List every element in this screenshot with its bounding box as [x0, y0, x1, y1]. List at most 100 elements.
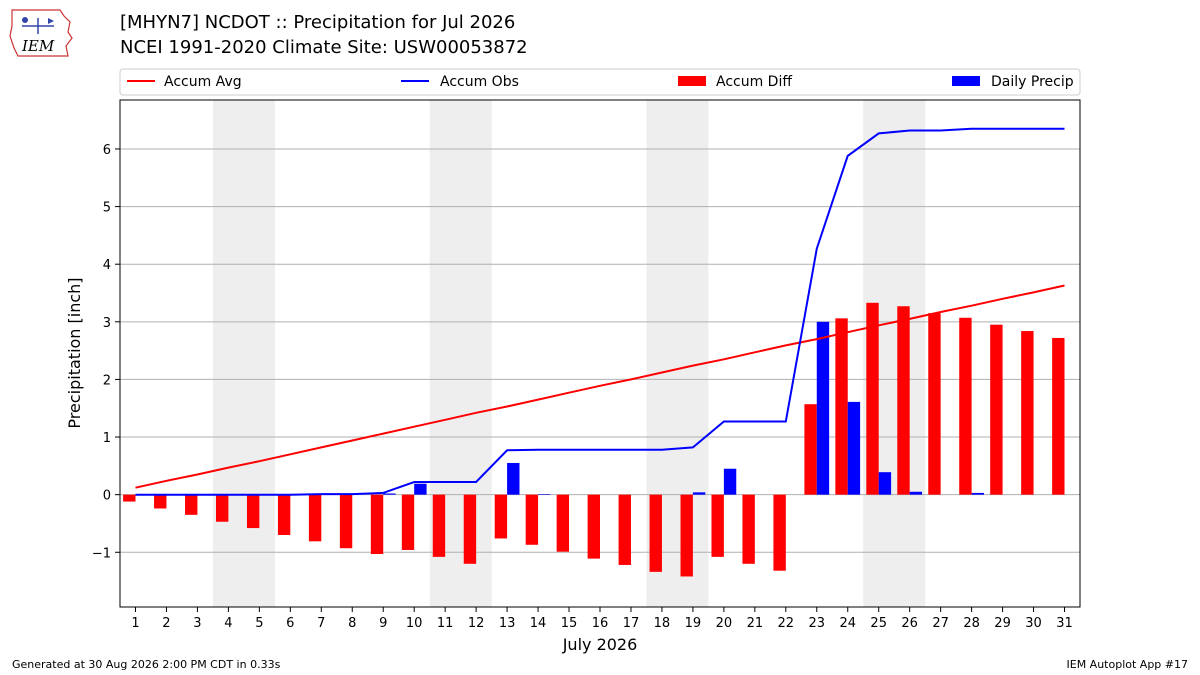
x-tick-label: 9: [379, 616, 387, 631]
legend-label-accum-diff: Accum Diff: [716, 74, 792, 90]
accum-diff-bar: [990, 324, 1003, 495]
accum-diff-bar: [277, 494, 291, 535]
accum-diff-bar: [185, 494, 198, 515]
x-tick-label: 27: [932, 616, 949, 631]
accum-diff-bar: [649, 494, 662, 572]
logo-text: IEM: [21, 37, 55, 55]
x-tick-label: 7: [317, 616, 325, 631]
daily-precip-bar: [414, 483, 427, 495]
daily-precip-bar: [723, 468, 737, 495]
y-tick-label: −1: [92, 546, 111, 561]
accum-diff-bar: [432, 494, 446, 557]
daily-precip-bar: [692, 492, 706, 495]
y-tick-label: 3: [103, 316, 111, 331]
accum-diff-bar: [154, 494, 167, 509]
accum-diff-bar: [959, 317, 972, 495]
accum-diff-bar: [463, 494, 477, 564]
x-tick-label: 2: [162, 616, 170, 631]
x-tick-label: 28: [963, 616, 980, 631]
accum-diff-bar: [897, 306, 910, 495]
x-tick-label: 3: [193, 616, 201, 631]
daily-precip-bar: [971, 492, 984, 495]
x-tick-label: 12: [468, 616, 485, 631]
iem-logo: IEM: [8, 6, 74, 60]
accum-diff-bar: [804, 404, 817, 495]
accum-diff-bar: [1021, 331, 1034, 495]
legend-label-daily-precip: Daily Precip: [991, 74, 1074, 90]
chart-subtitle: NCEI 1991-2020 Climate Site: USW00053872: [120, 37, 528, 58]
accum-diff-bar: [216, 494, 229, 522]
x-tick-label: 31: [1056, 616, 1073, 631]
accum-obs-line: [135, 127, 1065, 496]
accum-diff-bar: [123, 494, 136, 502]
accum-diff-bar: [556, 494, 570, 552]
x-tick-label: 16: [592, 616, 609, 631]
accum-diff-bar: [587, 494, 600, 559]
accum-diff-bar: [742, 494, 755, 564]
accum-diff-bar: [866, 302, 879, 495]
y-tick-label: 5: [103, 201, 111, 216]
legend-label-accum-avg: Accum Avg: [164, 74, 242, 90]
accum-diff-bar: [339, 494, 353, 549]
x-tick-label: 17: [623, 616, 640, 631]
legend: Accum Avg Accum Obs Accum Diff Daily Pre…: [119, 68, 1081, 96]
x-tick-label: 4: [224, 616, 232, 631]
x-tick-label: 6: [286, 616, 294, 631]
accum-diff-bars: [123, 302, 1065, 577]
daily-precip-bar: [847, 401, 861, 495]
x-tick-label: 1: [131, 616, 139, 631]
accum-lines: [135, 127, 1065, 496]
x-tick-label: 26: [901, 616, 918, 631]
daily-precip-bar: [878, 472, 892, 495]
x-tick-label: 10: [406, 616, 423, 631]
accum-diff-bar: [525, 494, 539, 545]
x-tick-label: 29: [994, 616, 1011, 631]
x-axis-label: July 2026: [562, 635, 638, 654]
accum-avg-line: [135, 284, 1065, 489]
x-tick-label: 30: [1025, 616, 1042, 631]
x-tick-label: 23: [809, 616, 826, 631]
y-axis: −1 0 1 2 3 4 5 6: [92, 143, 120, 561]
x-tick-label: 20: [716, 616, 733, 631]
accum-diff-bar: [494, 494, 508, 539]
accum-diff-bar: [246, 494, 260, 529]
legend-swatch-daily-precip: [952, 76, 980, 86]
daily-precip-bar: [909, 491, 923, 495]
accum-diff-bar: [928, 313, 941, 495]
daily-precip-bar: [383, 493, 396, 495]
x-tick-label: 18: [654, 616, 671, 631]
x-tick-label: 5: [255, 616, 263, 631]
y-tick-label: 2: [103, 373, 111, 388]
x-tick-label: 24: [839, 616, 856, 631]
x-tick-label: 19: [685, 616, 702, 631]
x-tick-label: 14: [530, 616, 547, 631]
weekend-band-1: [212, 100, 275, 607]
legend-label-accum-obs: Accum Obs: [440, 74, 519, 90]
y-tick-label: 0: [103, 489, 111, 504]
x-tick-label: 13: [499, 616, 516, 631]
legend-box: [119, 68, 1081, 96]
accum-diff-bar: [773, 494, 786, 571]
x-tick-label: 15: [561, 616, 578, 631]
accum-diff-bar: [401, 494, 415, 550]
x-axis: 1 2 3 4 5 6 7 8 9 10 11 12 13 14 15 16 17 18 19 20 21 22 23 24 2…: [131, 607, 1073, 631]
accum-diff-bar: [1052, 337, 1065, 495]
daily-precip-bar: [538, 494, 551, 495]
y-tick-label: 6: [103, 143, 111, 158]
y-tick-label: 1: [103, 431, 111, 446]
accum-diff-bar: [680, 494, 693, 577]
daily-precip-bar: [507, 462, 520, 495]
y-tick-label: 4: [103, 258, 111, 273]
accum-diff-bar: [711, 494, 724, 557]
accum-diff-bar: [370, 494, 384, 554]
accum-diff-bar: [618, 494, 631, 565]
chart-title: [MHYN7] NCDOT :: Precipitation for Jul 2…: [120, 12, 516, 33]
weekend-shading: [212, 100, 926, 607]
x-tick-label: 22: [778, 616, 795, 631]
iowa-map-icon: IEM: [9, 9, 73, 57]
x-tick-label: 8: [348, 616, 356, 631]
generated-timestamp: Generated at 30 Aug 2026 2:00 PM CDT in …: [12, 658, 281, 671]
x-tick-label: 11: [437, 616, 454, 631]
y-axis-label: Precipitation [inch]: [65, 277, 84, 428]
